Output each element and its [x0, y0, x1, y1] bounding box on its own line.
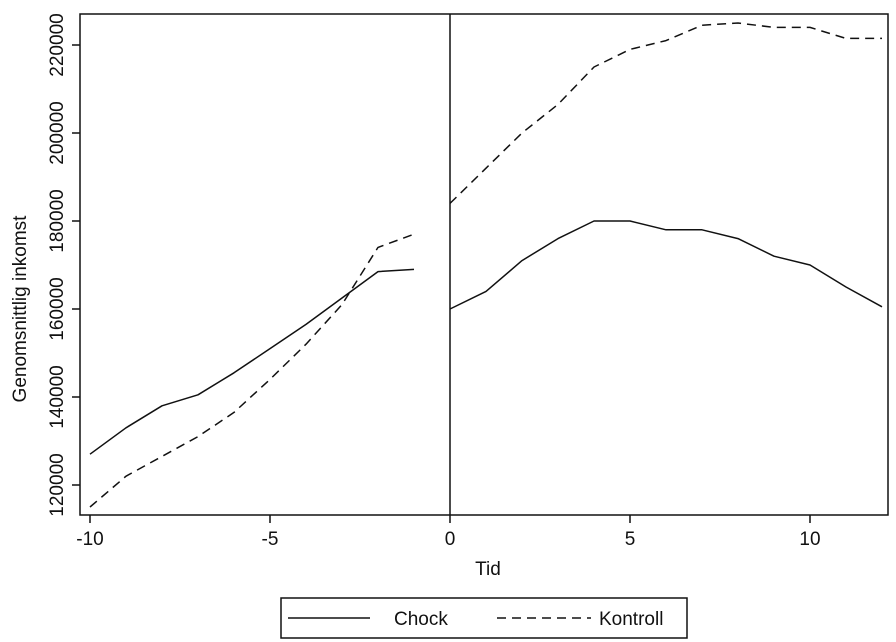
y-axis: 120000 140000 160000 180000 200000 220000	[47, 13, 80, 517]
y-tick-label: 160000	[47, 277, 68, 340]
x-tick-label: -5	[262, 529, 279, 550]
series-layer	[89, 22, 883, 508]
legend-label-chock: Chock	[394, 609, 448, 630]
x-tick-label: 10	[799, 529, 820, 550]
x-axis-title: Tid	[475, 559, 501, 580]
y-axis-title: Genomsnittlig inkomst	[10, 215, 31, 403]
y-tick-label: 200000	[47, 101, 68, 164]
series-line-chock	[449, 220, 883, 310]
y-tick-label: 220000	[47, 13, 68, 76]
legend: Chock Kontroll	[280, 597, 688, 639]
series-line-chock	[89, 268, 415, 455]
y-tick-label: 120000	[47, 453, 68, 516]
y-tick-label: 180000	[47, 189, 68, 252]
x-tick-label: 5	[625, 529, 636, 550]
plot-frame	[79, 13, 889, 516]
y-tick-label: 140000	[47, 365, 68, 428]
x-tick-label: -10	[76, 529, 103, 550]
series-line-kontroll	[89, 233, 415, 508]
series-line-kontroll	[449, 22, 882, 204]
x-tick-label: 0	[445, 529, 456, 550]
x-axis: -10 -5 0 5 10	[76, 515, 821, 550]
legend-label-kontroll: Kontroll	[599, 609, 663, 630]
